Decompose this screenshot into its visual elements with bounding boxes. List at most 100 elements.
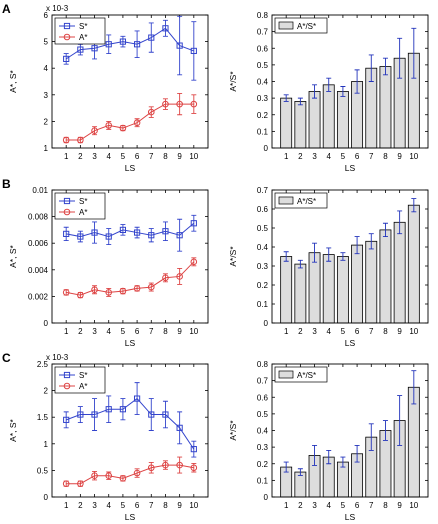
error-bar xyxy=(148,398,154,431)
data-point xyxy=(133,285,141,292)
bar xyxy=(379,66,392,149)
x-tick-label: 4 xyxy=(107,327,112,336)
x-tick-label: 2 xyxy=(78,501,83,510)
error-bar xyxy=(397,395,403,446)
error-bar xyxy=(297,97,303,106)
legend: S* A* xyxy=(54,192,106,220)
data-point xyxy=(162,25,169,32)
error-bar xyxy=(397,210,403,235)
x-tick-label: 4 xyxy=(327,327,332,336)
x-tick-label: 8 xyxy=(383,501,388,510)
legend: S* A* xyxy=(54,17,106,45)
x-tick-label: 2 xyxy=(298,327,303,336)
data-point xyxy=(91,127,98,135)
y-axis-label: A*, S* xyxy=(8,244,18,267)
error-bar xyxy=(134,226,140,239)
y-tick-label: 0.3 xyxy=(257,94,269,103)
y-axis-label: A*, S* xyxy=(8,69,18,92)
error-bar xyxy=(148,22,154,53)
error-bar xyxy=(191,440,197,458)
x-tick-label: 6 xyxy=(355,327,360,336)
x-tick-label: 9 xyxy=(397,152,402,161)
y-tick-label: 0.5 xyxy=(257,410,269,419)
x-tick-label: 7 xyxy=(369,327,374,336)
y-tick-label: 0.3 xyxy=(257,443,269,452)
data-point xyxy=(91,411,98,418)
data-point xyxy=(147,464,155,472)
x-tick-label: 3 xyxy=(312,501,317,510)
chart-b-bar: 0 0.1 0.2 0.3 0.4 0.5 0.6 0.7 1 2 3 4 5 6 7 8 9 10 LS A*/S*… xyxy=(228,186,429,348)
legend-box xyxy=(54,17,106,45)
data-point xyxy=(176,42,183,49)
y-axis-label: A*/S* xyxy=(228,420,238,441)
x-axis-label: LS xyxy=(345,163,356,173)
legend: S* A* xyxy=(54,366,106,394)
y-tick-label: 2 xyxy=(44,387,49,396)
legend: A*/S* xyxy=(274,192,328,209)
x-tick-label: 10 xyxy=(189,327,198,336)
error-bar xyxy=(162,400,168,429)
y-tick-label: 0.2 xyxy=(257,460,269,469)
x-tick-label: 9 xyxy=(177,152,182,161)
x-tick-label: 7 xyxy=(369,152,374,161)
y-tick-label: 0.5 xyxy=(257,61,269,70)
legend-marker xyxy=(63,22,71,30)
series-line xyxy=(66,222,195,238)
error-bar xyxy=(120,224,126,236)
data-point xyxy=(162,228,169,235)
x-tick-label: 8 xyxy=(163,501,168,510)
error-bar xyxy=(120,398,126,421)
chart-c-bar: 0 0.1 0.2 0.3 0.4 0.5 0.6 0.7 0.8 1 2 3 4 5 6 7 8 9 10 LS A*… xyxy=(228,360,429,522)
error-bar xyxy=(162,19,168,37)
data-point xyxy=(105,472,113,480)
data-point xyxy=(91,286,98,294)
error-bar xyxy=(312,445,318,466)
y-tick-label: 0.5 xyxy=(257,224,269,233)
bar xyxy=(294,263,307,324)
error-bar xyxy=(382,57,388,76)
series-s-star xyxy=(63,15,197,81)
y-tick-label: 0.004 xyxy=(28,266,49,275)
error-bar xyxy=(411,27,417,79)
error-bar xyxy=(92,221,98,244)
x-tick-label: 1 xyxy=(64,152,69,161)
chart-a-bar: 0 0.1 0.2 0.3 0.4 0.5 0.6 0.7 0.8 1 2 3 4 5 6 7 8 9 10 LS A*… xyxy=(228,11,429,173)
bar xyxy=(308,252,321,324)
bar xyxy=(336,256,349,324)
data-point xyxy=(119,287,127,295)
error-bar xyxy=(177,456,183,474)
data-point xyxy=(119,226,127,234)
data-point xyxy=(105,289,113,296)
x-tick-label: 10 xyxy=(409,501,418,510)
x-tick-label: 4 xyxy=(107,152,112,161)
y-tick-label: 6 xyxy=(44,11,49,20)
x-tick-label: 9 xyxy=(177,327,182,336)
data-point xyxy=(77,411,84,418)
bar xyxy=(322,84,335,149)
y-tick-label: 0 xyxy=(44,493,49,502)
x-tick-label: 10 xyxy=(409,327,418,336)
y-tick-label: 1 xyxy=(44,144,49,153)
y-tick-label: 0.006 xyxy=(28,239,49,248)
legend-marker xyxy=(63,33,71,41)
legend: A*/S* xyxy=(274,17,328,34)
x-tick-label: 10 xyxy=(189,501,198,510)
legend-swatch xyxy=(278,196,294,205)
error-bar xyxy=(340,252,346,261)
y-tick-label: 2.5 xyxy=(37,360,49,369)
x-tick-label: 5 xyxy=(341,501,346,510)
series-line xyxy=(66,397,195,450)
y-tick-label: 0.6 xyxy=(257,44,269,53)
axes-frame xyxy=(271,189,429,324)
series-line xyxy=(65,27,194,60)
error-bar xyxy=(177,218,183,252)
data-point xyxy=(162,461,169,469)
chart-b-line: 0 0.002 0.004 0.006 0.008 0.01 1 2 3 4 5 6 7 8 9 10 LS A*… xyxy=(8,186,209,348)
error-bar xyxy=(177,93,183,116)
x-tick-label: 3 xyxy=(312,327,317,336)
x-tick-label: 3 xyxy=(312,152,317,161)
data-point xyxy=(77,136,84,144)
legend-label: A*/S* xyxy=(297,22,316,31)
data-point xyxy=(176,461,183,469)
